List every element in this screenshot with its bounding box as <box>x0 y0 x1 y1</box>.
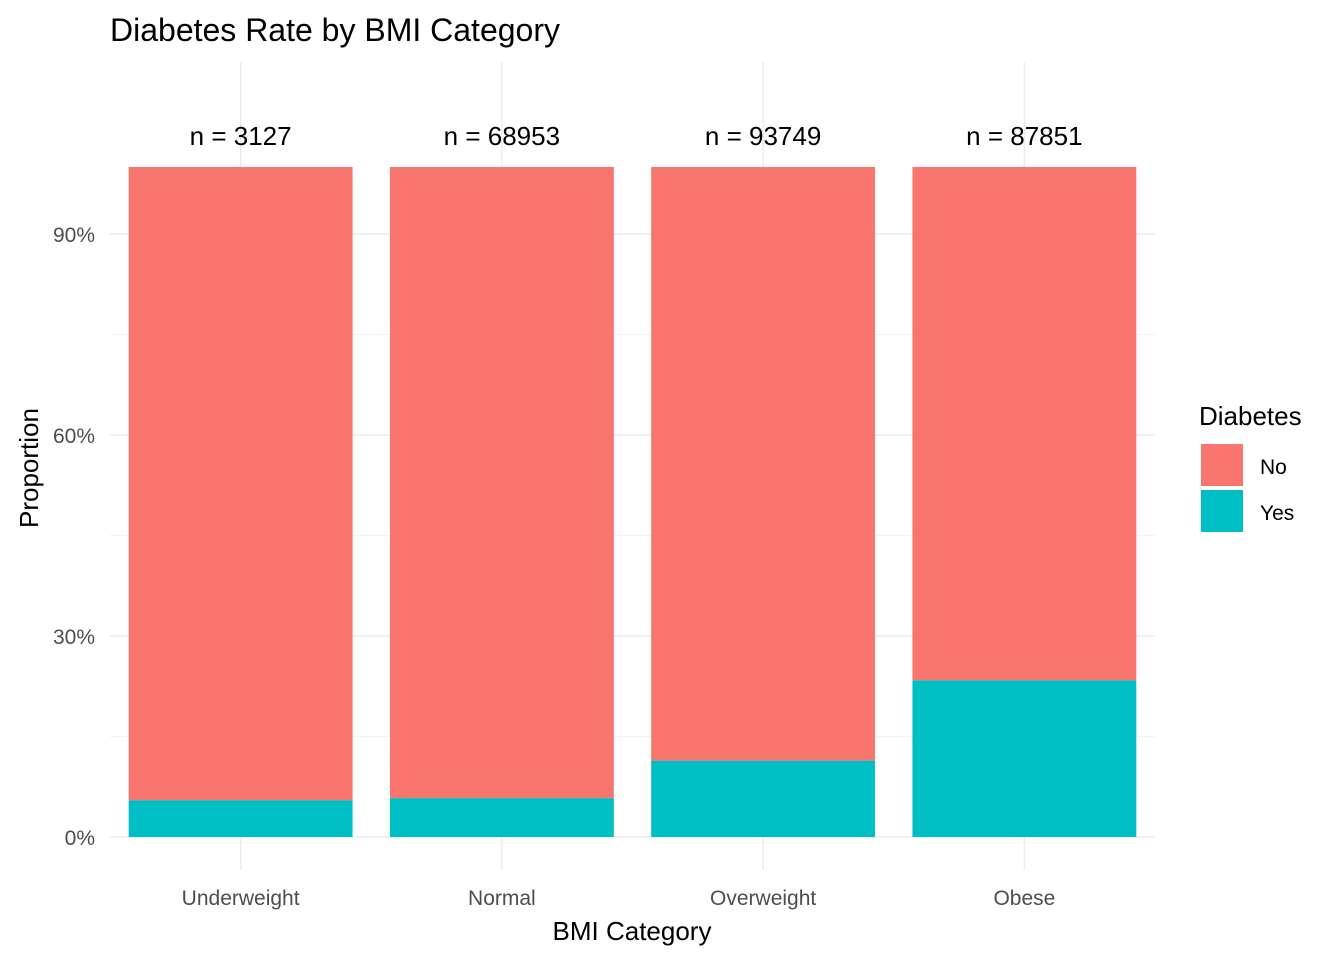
count-label: n = 87851 <box>966 121 1082 151</box>
bar-normal-no <box>389 167 614 799</box>
y-tick-label: 60% <box>53 425 95 448</box>
x-axis-title: BMI Category <box>553 916 712 946</box>
bar-underweight-yes <box>128 800 353 837</box>
bar-overweight-yes <box>651 760 876 837</box>
bar-overweight-no <box>651 167 876 761</box>
legend-key-no <box>1201 444 1243 486</box>
legend-key-yes <box>1201 490 1243 532</box>
x-tick-label: Underweight <box>182 887 300 910</box>
legend: Diabetes No Yes <box>1199 401 1302 532</box>
count-label: n = 3127 <box>190 121 292 151</box>
count-label: n = 68953 <box>444 121 560 151</box>
y-tick-label: 0% <box>65 827 95 850</box>
x-tick-label: Overweight <box>710 887 816 910</box>
y-axis-title: Proportion <box>14 408 44 528</box>
bar-obese-no <box>912 167 1137 681</box>
bar-underweight-no <box>128 167 353 801</box>
count-label: n = 93749 <box>705 121 821 151</box>
x-tick-label: Normal <box>468 887 536 910</box>
x-axis-ticks: Underweight Normal Overweight Obese <box>182 887 1056 910</box>
y-tick-label: 90% <box>53 224 95 247</box>
legend-label-yes: Yes <box>1260 502 1294 525</box>
bars <box>128 167 1137 837</box>
count-labels: n = 3127 n = 68953 n = 93749 n = 87851 <box>190 121 1083 151</box>
legend-title: Diabetes <box>1199 401 1302 431</box>
y-tick-label: 30% <box>53 626 95 649</box>
y-axis-ticks: 0% 30% 60% 90% <box>53 224 95 850</box>
chart-title: Diabetes Rate by BMI Category <box>110 12 560 48</box>
bar-normal-yes <box>389 798 614 837</box>
x-tick-label: Obese <box>993 887 1055 910</box>
legend-label-no: No <box>1260 456 1287 479</box>
bar-obese-yes <box>912 680 1137 837</box>
